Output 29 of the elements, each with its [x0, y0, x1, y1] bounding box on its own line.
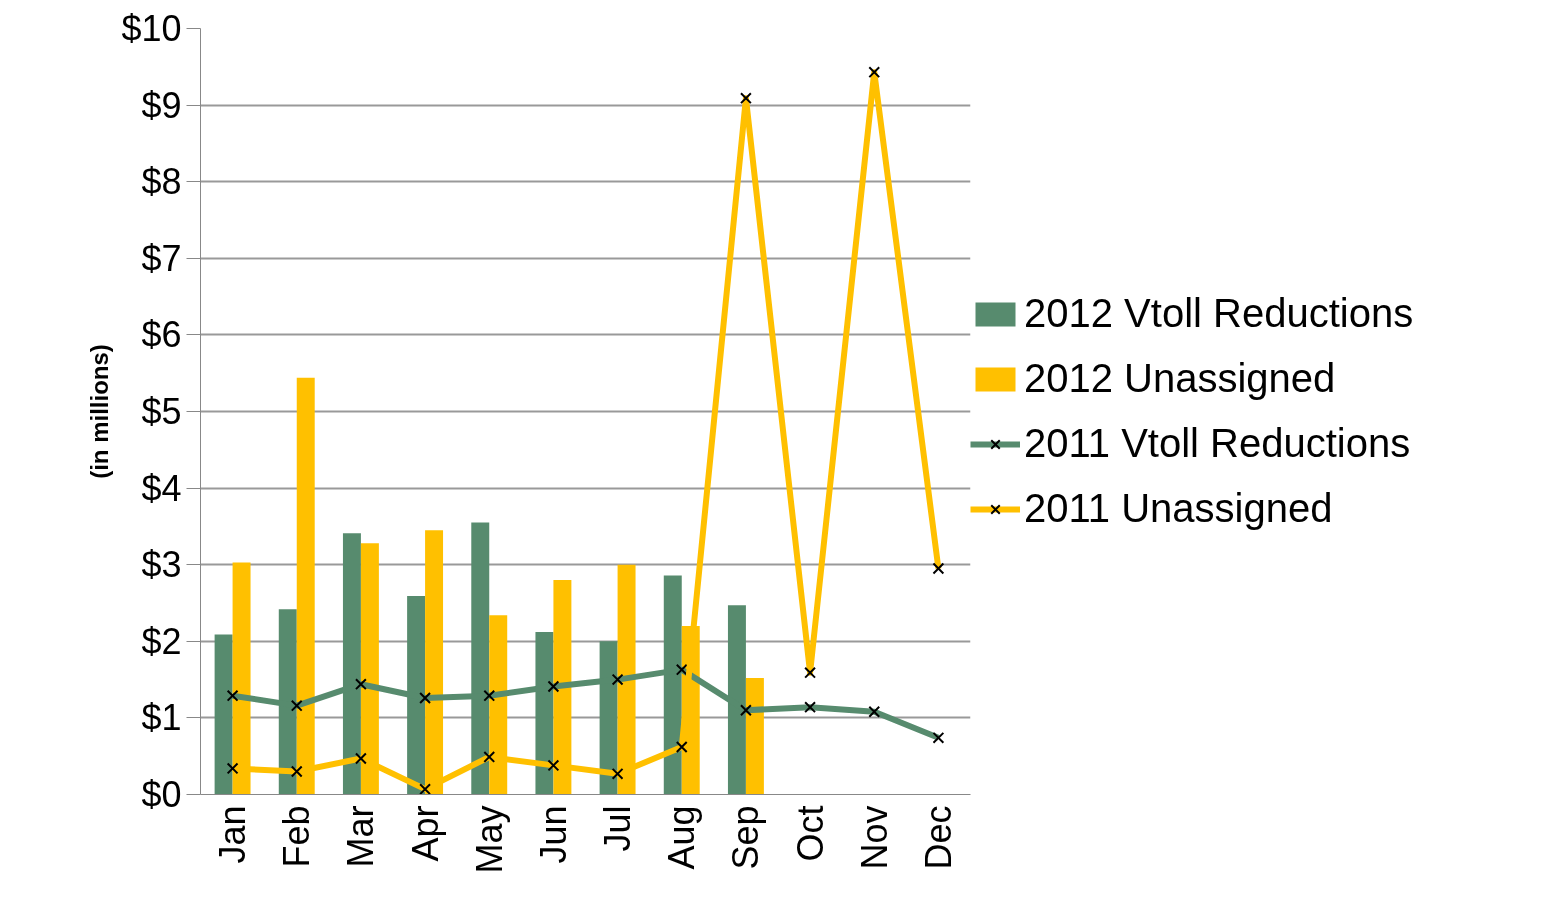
x-tick-label: Sep — [725, 805, 767, 870]
x-tick-label: Jul — [597, 805, 639, 852]
y-tick-label: $1 — [141, 697, 182, 739]
y-tick-label: $3 — [141, 544, 182, 586]
y-tick-label: $6 — [141, 314, 182, 356]
legend-label: 2011 Unassigned — [1024, 486, 1333, 531]
x-tick-label: Mar — [340, 805, 382, 868]
y-tick-label: $4 — [141, 467, 182, 509]
x-tick-label: Jun — [532, 805, 574, 864]
x-tick-label: Oct — [789, 805, 831, 862]
y-axis-title: (in millions) — [86, 344, 114, 479]
y-tick-label: $5 — [141, 391, 182, 432]
y-tick-label: $2 — [141, 620, 182, 662]
x-tick-label: Dec — [917, 805, 959, 870]
legend-label: 2012 Unassigned — [1024, 356, 1336, 401]
y-tick-label: $9 — [141, 84, 182, 126]
x-tick-label: Jan — [212, 805, 254, 864]
x-tick-label: May — [468, 805, 510, 874]
x-tick-label: Nov — [853, 805, 895, 870]
y-tick-label: $0 — [141, 774, 182, 815]
legend-label: 2011 Vtoll Reductions — [1024, 421, 1411, 466]
y-tick-label: $8 — [141, 161, 182, 203]
bar — [745, 678, 764, 795]
x-tick-label: Feb — [276, 805, 318, 868]
x-tick-label: Aug — [661, 805, 703, 870]
y-tick-label: $7 — [141, 237, 182, 279]
legend-label: 2012 Vtoll Reductions — [1024, 291, 1414, 336]
y-tick-label: $10 — [121, 8, 182, 49]
x-tick-label: Apr — [404, 805, 446, 862]
